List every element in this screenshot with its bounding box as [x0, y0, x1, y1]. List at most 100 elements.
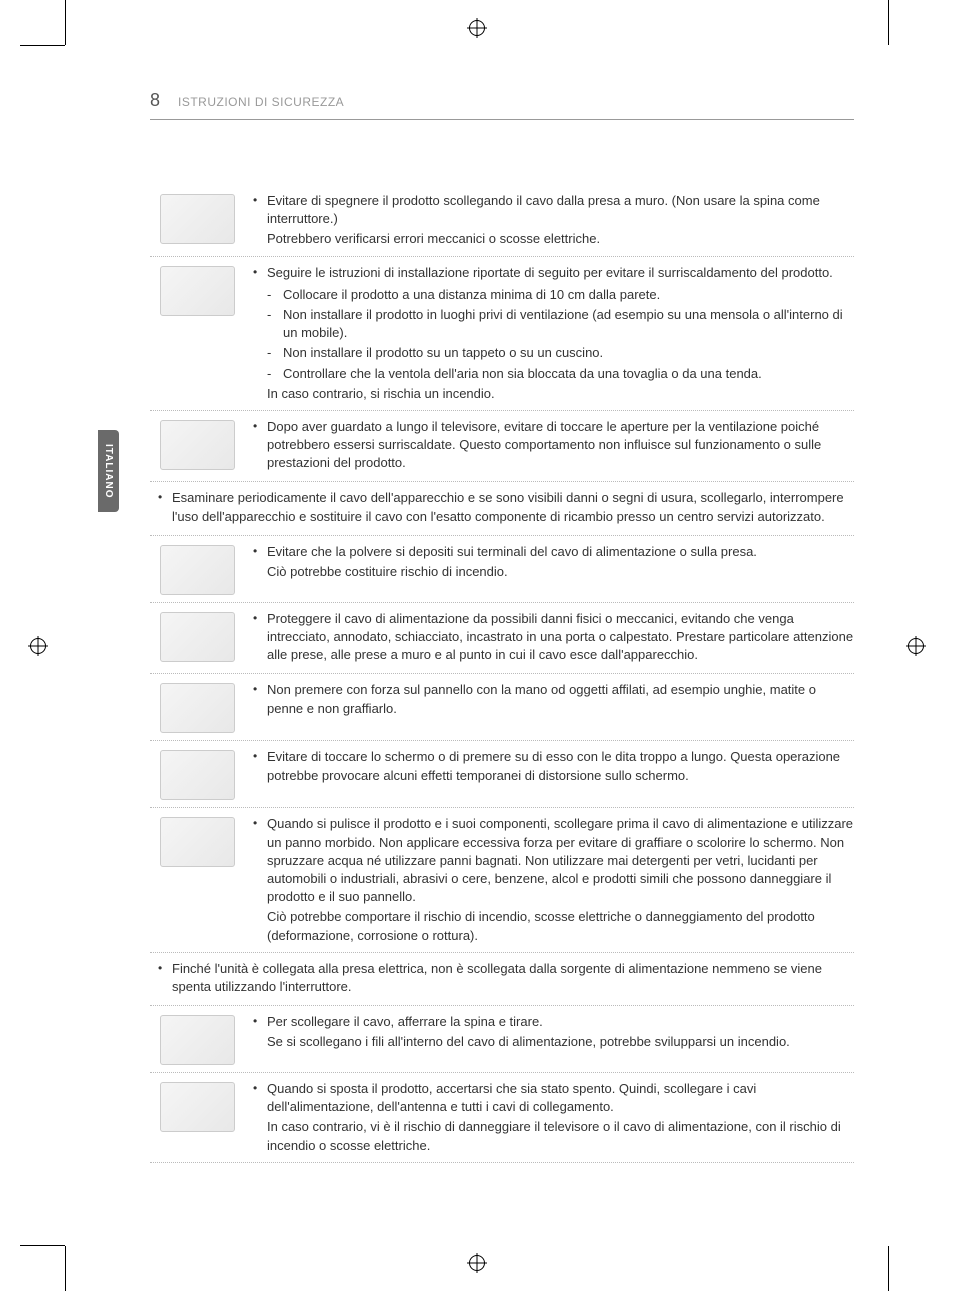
plain-text: In caso contrario, si rischia un incendi…: [267, 385, 854, 403]
crop-mark: [20, 1245, 65, 1246]
tv-clean-icon: [160, 817, 235, 867]
bullet-dot: •: [253, 610, 267, 627]
bullet-line: •Evitare di spegnere il prodotto scolleg…: [253, 192, 854, 228]
sub-line: -Non installare il prodotto su un tappet…: [267, 344, 854, 362]
bullet-dot: •: [253, 264, 267, 281]
bullet-line: •Evitare di toccare lo schermo o di prem…: [253, 748, 854, 784]
plain-text: Se si scollegano i fili all'interno del …: [267, 1033, 854, 1051]
text-column: •Quando si sposta il prodotto, accertars…: [245, 1080, 854, 1155]
bullet-line: •Per scollegare il cavo, afferrare la sp…: [253, 1013, 854, 1031]
text-column: •Non premere con forza sul pannello con …: [245, 681, 854, 719]
bullet-line: •Dopo aver guardato a lungo il televisor…: [253, 418, 854, 473]
registration-mark: [30, 638, 46, 654]
sub-line: -Non installare il prodotto in luoghi pr…: [267, 306, 854, 342]
page-number: 8: [150, 90, 160, 111]
text-column: •Per scollegare il cavo, afferrare la sp…: [245, 1013, 854, 1051]
instruction-item: •Non premere con forza sul pannello con …: [150, 674, 854, 741]
icon-column: [150, 543, 245, 595]
bullet-line: •Quando si sposta il prodotto, accertars…: [253, 1080, 854, 1116]
icon-column: [150, 1013, 245, 1065]
sub-text: Non installare il prodotto in luoghi pri…: [283, 306, 854, 342]
instruction-item: •Seguire le istruzioni di installazione …: [150, 257, 854, 411]
text-column: •Seguire le istruzioni di installazione …: [245, 264, 854, 403]
instruction-item: •Finché l'unità è collegata alla presa e…: [150, 953, 854, 1006]
text-column: •Finché l'unità è collegata alla presa e…: [150, 960, 854, 998]
instruction-item: •Per scollegare il cavo, afferrare la sp…: [150, 1006, 854, 1073]
bullet-text: Seguire le istruzioni di installazione r…: [267, 264, 854, 282]
plug-dust-icon: [160, 545, 235, 595]
bullet-text: Esaminare periodicamente il cavo dell'ap…: [172, 489, 854, 525]
bullet-text: Evitare di spegnere il prodotto scollega…: [267, 192, 854, 228]
plain-text: Potrebbero verificarsi errori meccanici …: [267, 230, 854, 248]
bullet-text: Quando si pulisce il prodotto e i suoi c…: [267, 815, 854, 906]
instruction-item: •Quando si sposta il prodotto, accertars…: [150, 1073, 854, 1163]
bullet-text: Per scollegare il cavo, afferrare la spi…: [267, 1013, 854, 1031]
icon-column: [150, 1080, 245, 1132]
text-column: •Dopo aver guardato a lungo il televisor…: [245, 418, 854, 475]
crop-mark: [888, 0, 889, 45]
instruction-item: •Evitare che la polvere si depositi sui …: [150, 536, 854, 603]
icon-column: [150, 264, 245, 316]
bullet-dot: •: [253, 815, 267, 832]
bullet-line: •Esaminare periodicamente il cavo dell'a…: [158, 489, 854, 525]
icon-column: [150, 610, 245, 662]
instruction-item: •Dopo aver guardato a lungo il televisor…: [150, 411, 854, 483]
cable-protect-icon: [160, 612, 235, 662]
instruction-list: • Evitare di spegnere il prodotto scolleg…: [150, 185, 854, 1163]
language-tab: ITALIANO: [98, 430, 119, 512]
plain-text: Ciò potrebbe costituire rischio di incen…: [267, 563, 854, 581]
plain-text: Ciò potrebbe comportare il rischio di in…: [267, 908, 854, 944]
bullet-line: •Seguire le istruzioni di installazione …: [253, 264, 854, 282]
icon-column: [150, 418, 245, 470]
text-column: •Evitare di spegnere il prodotto scolleg…: [245, 192, 854, 249]
crop-mark: [888, 1246, 889, 1291]
bullet-line: •Non premere con forza sul pannello con …: [253, 681, 854, 717]
bullet-dot: •: [253, 1013, 267, 1030]
sub-list: -Collocare il prodotto a una distanza mi…: [267, 286, 854, 383]
sub-line: -Controllare che la ventola dell'aria no…: [267, 365, 854, 383]
page-content: 8 ISTRUZIONI DI SICUREZZA • Evitare di sp…: [150, 90, 854, 1163]
instruction-item: •Esaminare periodicamente il cavo dell'a…: [150, 482, 854, 535]
plain-text: In caso contrario, vi è il rischio di da…: [267, 1118, 854, 1154]
text-column: •Evitare che la polvere si depositi sui …: [245, 543, 854, 581]
registration-mark: [469, 20, 485, 36]
icon-column: [150, 815, 245, 867]
header-title: ISTRUZIONI DI SICUREZZA: [178, 95, 344, 109]
sub-dash: -: [267, 306, 283, 324]
bullet-text: Proteggere il cavo di alimentazione da p…: [267, 610, 854, 665]
bullet-dot: •: [253, 681, 267, 698]
instruction-item: •Evitare di spegnere il prodotto scolleg…: [150, 185, 854, 257]
registration-mark: [469, 1255, 485, 1271]
sub-dash: -: [267, 365, 283, 383]
tv-overheat-icon: [160, 266, 235, 316]
bullet-line: •Quando si pulisce il prodotto e i suoi …: [253, 815, 854, 906]
icon-column: [150, 681, 245, 733]
icon-column: [150, 748, 245, 800]
instruction-item: •Evitare di toccare lo schermo o di prem…: [150, 741, 854, 808]
crop-mark: [65, 0, 66, 45]
sub-dash: -: [267, 286, 283, 304]
text-column: •Proteggere il cavo di alimentazione da …: [245, 610, 854, 667]
bullet-text: Finché l'unità è collegata alla presa el…: [172, 960, 854, 996]
bullet-text: Evitare di toccare lo schermo o di preme…: [267, 748, 854, 784]
bullet-line: •Evitare che la polvere si depositi sui …: [253, 543, 854, 561]
sub-line: -Collocare il prodotto a una distanza mi…: [267, 286, 854, 304]
text-column: •Evitare di toccare lo schermo o di prem…: [245, 748, 854, 786]
sub-dash: -: [267, 344, 283, 362]
bullet-text: Dopo aver guardato a lungo il televisore…: [267, 418, 854, 473]
bullet-text: Non premere con forza sul pannello con l…: [267, 681, 854, 717]
bullet-dot: •: [158, 489, 172, 506]
registration-mark: [908, 638, 924, 654]
bullet-text: Quando si sposta il prodotto, accertarsi…: [267, 1080, 854, 1116]
tv-press-panel-icon: [160, 683, 235, 733]
text-column: •Esaminare periodicamente il cavo dell'a…: [150, 489, 854, 527]
icon-column: [150, 192, 245, 244]
text-column: •Quando si pulisce il prodotto e i suoi …: [245, 815, 854, 944]
bullet-line: •Finché l'unità è collegata alla presa e…: [158, 960, 854, 996]
crop-mark: [65, 1246, 66, 1291]
tv-move-icon: [160, 1082, 235, 1132]
bullet-dot: •: [253, 748, 267, 765]
sub-text: Non installare il prodotto su un tappeto…: [283, 344, 603, 362]
bullet-dot: •: [253, 1080, 267, 1097]
bullet-dot: •: [253, 418, 267, 435]
